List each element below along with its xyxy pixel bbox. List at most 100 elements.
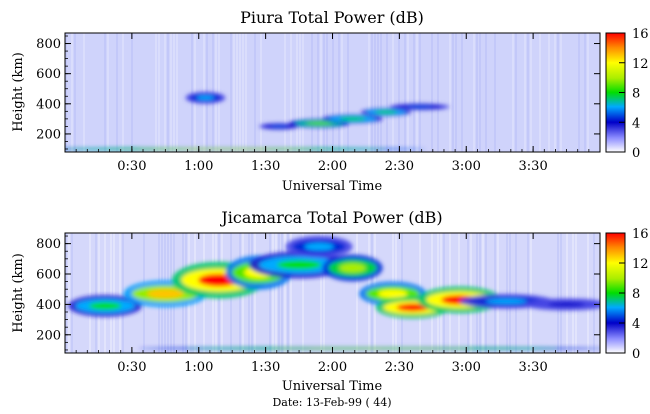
heatmap-texture-stripe: [560, 33, 562, 152]
heatmap-texture-stripe: [254, 33, 256, 152]
heatmap-texture-stripe: [524, 33, 526, 152]
heatmap-texture-stripe: [479, 33, 481, 152]
heatmap-texture-stripe: [242, 33, 244, 152]
heatmap-texture-stripe: [356, 233, 358, 353]
heatmap-texture-stripe: [215, 33, 217, 152]
heatmap-texture-stripe: [461, 33, 463, 152]
x-tick-label: 1:00: [184, 360, 213, 375]
heatmap-texture-stripe: [110, 233, 112, 353]
x-tick-label: 1:30: [251, 159, 280, 174]
heatmap-texture-stripe: [284, 33, 286, 152]
y-tick-label: 200: [36, 328, 61, 343]
heatmap-texture-stripe: [554, 33, 556, 152]
x-tick-label: 0:30: [117, 159, 146, 174]
x-tick-label: 3:30: [519, 360, 548, 375]
heatmap-feature-core: [88, 302, 122, 310]
heatmap-texture-stripe: [284, 233, 286, 353]
heatmap-texture-stripe: [239, 33, 241, 152]
heatmap-texture-stripe: [512, 33, 514, 152]
heatmap-texture-stripe: [320, 33, 322, 152]
heatmap-texture-stripe: [104, 233, 106, 353]
heatmap-texture-stripe: [341, 33, 343, 152]
heatmap-texture-stripe: [71, 33, 73, 152]
colorbar-tick-label: 0: [632, 146, 640, 161]
heatmap-texture-stripe: [65, 233, 67, 353]
y-tick-label: 800: [36, 37, 61, 52]
heatmap-texture-stripe: [68, 233, 70, 353]
colorbar-tick-label: 12: [632, 57, 649, 72]
heatmap-feature-core: [146, 289, 184, 299]
jicamarca-title: Jicamarca Total Power (dB): [219, 208, 442, 227]
y-tick-label: 400: [36, 97, 61, 112]
heatmap-texture-stripe: [176, 33, 178, 152]
heatmap-texture-stripe: [299, 33, 301, 152]
heatmap-texture-stripe: [65, 33, 67, 152]
heatmap-texture-stripe: [281, 233, 283, 353]
heatmap-texture-stripe: [431, 33, 433, 152]
heatmap-feature-core: [377, 289, 408, 298]
jicamarca-heatmap-background: [65, 233, 600, 353]
heatmap-texture-stripe: [557, 233, 559, 353]
heatmap-texture-stripe: [527, 233, 529, 353]
heatmap-texture-stripe: [575, 233, 577, 353]
heatmap-texture-stripe: [548, 33, 550, 152]
jicamarca-ylabel: Height (km): [11, 253, 26, 333]
heatmap-texture-stripe: [131, 33, 133, 152]
heatmap-texture-stripe: [485, 33, 487, 152]
heatmap-texture-stripe: [455, 33, 457, 152]
colorbar-tick-label: 4: [632, 116, 640, 131]
heatmap-feature-core: [396, 303, 429, 312]
heatmap-feature-core: [269, 347, 476, 349]
heatmap-feature-core: [270, 125, 288, 128]
heatmap-texture-stripe: [287, 233, 289, 353]
heatmap-texture-stripe: [236, 33, 238, 152]
piura-ylabel: Height (km): [11, 52, 26, 132]
heatmap-texture-stripe: [398, 33, 400, 152]
heatmap-texture-stripe: [170, 33, 172, 152]
heatmap-texture-stripe: [173, 33, 175, 152]
jicamarca-xlabel: Universal Time: [282, 379, 383, 394]
piura-panel: Piura Total Power (dB) 0:30 1:00 1:30 2:00 2…: [11, 8, 649, 194]
heatmap-texture-stripe: [191, 33, 193, 152]
heatmap-texture-stripe: [515, 33, 517, 152]
heatmap-texture-stripe: [260, 33, 262, 152]
heatmap-texture-stripe: [251, 233, 253, 353]
x-tick-label: 2:00: [318, 360, 347, 375]
heatmap-texture-stripe: [413, 33, 415, 152]
heatmap-feature-core: [485, 298, 527, 304]
heatmap-texture-stripe: [557, 33, 559, 152]
heatmap-texture-stripe: [506, 233, 508, 353]
heatmap-texture-stripe: [437, 33, 439, 152]
heatmap-texture-stripe: [290, 233, 292, 353]
colorbar-tick-label: 0: [632, 347, 640, 362]
heatmap-feature-core: [374, 110, 398, 114]
heatmap-texture-stripe: [347, 33, 349, 152]
jicamarca-panel: Jicamarca Total Power (dB) 0:30 1:00 1:30 2…: [11, 208, 649, 394]
heatmap-texture-stripe: [230, 33, 232, 152]
heatmap-texture-stripe: [272, 233, 274, 353]
heatmap-texture-stripe: [326, 33, 328, 152]
heatmap-feature-core: [548, 302, 585, 307]
heatmap-texture-stripe: [566, 233, 568, 353]
colorbar-tick-label: 12: [632, 257, 649, 272]
heatmap-texture-stripe: [269, 233, 271, 353]
y-tick-label: 200: [36, 127, 61, 142]
y-tick-label: 600: [36, 67, 61, 82]
heatmap-texture-stripe: [509, 233, 511, 353]
heatmap-texture-stripe: [560, 233, 562, 353]
colorbar-tick-label: 16: [632, 227, 649, 242]
heatmap-texture-stripe: [497, 233, 499, 353]
colorbar-tick-label: 8: [632, 287, 640, 302]
x-tick-label: 2:30: [385, 159, 414, 174]
heatmap-texture-stripe: [377, 33, 379, 152]
heatmap-texture-stripe: [323, 233, 325, 353]
x-tick-label: 0:30: [117, 360, 146, 375]
heatmap-texture-stripe: [407, 33, 409, 152]
heatmap-texture-stripe: [95, 233, 97, 353]
heatmap-feature-core: [137, 148, 314, 150]
heatmap-feature-core: [406, 105, 433, 108]
heatmap-feature-core: [276, 260, 322, 270]
heatmap-feature-core: [304, 242, 334, 251]
heatmap-texture-stripe: [83, 33, 85, 152]
